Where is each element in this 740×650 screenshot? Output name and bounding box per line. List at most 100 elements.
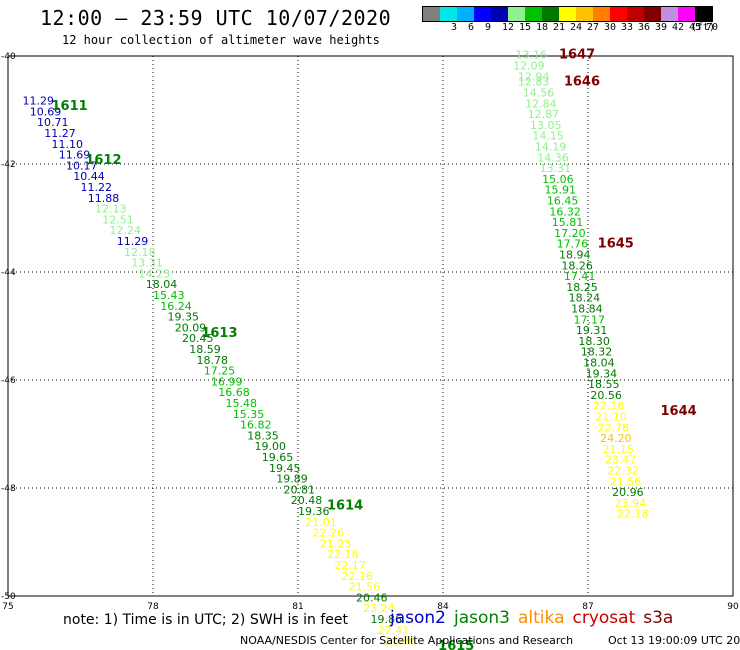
wave-height-point: 11.10: [52, 138, 84, 151]
wave-height-point: 20.45: [182, 332, 214, 345]
wave-height-point: 17.25: [204, 365, 236, 378]
color-scale-swatch: [627, 7, 644, 21]
wave-height-point: 12.83: [518, 76, 550, 89]
x-tick-label: 90: [727, 602, 739, 612]
wave-height-point: 19.45: [269, 462, 301, 475]
color-scale-label: 70: [706, 22, 719, 33]
pass-time-label: 1614: [327, 499, 363, 514]
color-scale-label: 42: [672, 22, 685, 33]
color-scale-unit: (ft): [691, 22, 716, 33]
wave-height-point: 18.04: [583, 357, 615, 370]
generation-timestamp: Oct 13 19:00:09 UTC 2020: [608, 634, 740, 647]
wave-height-point: 21.56: [610, 475, 642, 488]
wave-height-point: 12.13: [95, 203, 127, 216]
pass-time-label: 1646: [564, 75, 600, 90]
color-scale-swatch: [610, 7, 627, 21]
wave-height-point: 11.27: [44, 127, 76, 140]
wave-height-point: 12.94: [518, 70, 550, 83]
wave-height-point: 11.69: [59, 149, 91, 162]
wave-height-point: 22.17: [334, 559, 366, 572]
wave-height-point: 19.36: [298, 505, 330, 518]
wave-height-point: 13.31: [131, 257, 163, 270]
wave-height-point: 23.94: [615, 497, 647, 510]
wave-height-point: 20.96: [612, 486, 644, 499]
color-scale-labels: 3 6 9 12 15 18 21 24 27 30 33 36 39 42 45 70 (ft): [422, 22, 732, 36]
wave-height-point: 22.32: [607, 465, 639, 478]
wave-height-point: 10.69: [30, 105, 62, 118]
wave-height-point: 17.17: [574, 313, 606, 326]
wave-height-point: 19.89: [276, 473, 308, 486]
pass-time-label: 1615: [438, 639, 474, 650]
pass-time-label: 1647: [559, 48, 595, 63]
wave-height-point: 11.22: [81, 181, 113, 194]
y-tick-label: -50: [1, 592, 16, 602]
wave-height-point: 18.04: [146, 278, 178, 291]
wave-height-point: 14.56: [523, 87, 555, 100]
wave-height-point: 18.30: [578, 335, 610, 348]
wave-height-point: 12.84: [525, 97, 557, 110]
color-scale-label: 3: [451, 22, 458, 33]
wave-height-point: 20.09: [175, 321, 207, 334]
wave-height-point: 15.43: [153, 289, 185, 302]
color-scale-swatch: [542, 7, 559, 21]
wave-height-point: 19.31: [576, 324, 608, 337]
color-scale-swatch: [423, 7, 440, 21]
color-scale-swatch: [474, 7, 491, 21]
color-scale-swatch: [440, 7, 457, 21]
satellite-legend-item: jason3: [454, 608, 510, 628]
wave-height-point: 15.91: [545, 184, 577, 197]
wave-height-point: 19.86: [371, 613, 403, 626]
color-scale-label: 12: [502, 22, 515, 33]
color-scale-swatch: [525, 7, 542, 21]
satellite-legend-item: s3a: [643, 608, 674, 628]
wave-height-point: 19.34: [586, 367, 618, 380]
wave-height-point: 22.18: [617, 508, 649, 521]
wave-height-point: 22.41: [378, 624, 410, 637]
wave-height-point: 22.16: [593, 400, 625, 413]
color-scale-label: 39: [655, 22, 668, 33]
wave-height-point: 12.24: [110, 224, 142, 237]
wave-height-point: 14.36: [537, 151, 569, 164]
pass-time-label: 1612: [85, 153, 121, 168]
wave-height-point: 18.26: [561, 259, 593, 272]
color-scale-swatch: [593, 7, 610, 21]
wave-height-point: 21.56: [349, 581, 381, 594]
color-scale-swatch: [644, 7, 661, 21]
wave-height-point: 14.15: [532, 130, 564, 143]
chart-title: 12:00 – 23:59 UTC 10/07/2020: [40, 6, 392, 30]
color-scale-label: 36: [638, 22, 651, 33]
y-tick-label: -44: [1, 268, 16, 278]
wave-height-point: 19.00: [255, 440, 287, 453]
wave-height-point: 17.76: [557, 238, 589, 251]
wave-height-point: 12.09: [513, 60, 545, 73]
x-tick-label: 81: [292, 602, 303, 612]
wave-height-point: 22.16: [342, 570, 374, 583]
wave-height-point: 17.20: [554, 227, 586, 240]
wave-height-point: 21.01: [305, 516, 337, 529]
color-scale-swatch: [576, 7, 593, 21]
wave-height-point: 18.84: [571, 303, 603, 316]
wave-height-point: 16.32: [549, 205, 581, 218]
color-scale-swatch: [508, 7, 525, 21]
wave-height-point: 11.88: [88, 192, 120, 205]
color-scale-swatch: [678, 7, 695, 21]
wave-height-point: 10.17: [66, 159, 98, 172]
color-scale-swatch: [559, 7, 576, 21]
wave-height-point: 17.41: [564, 270, 596, 283]
wave-height-point: 16.99: [211, 375, 243, 388]
y-tick-label: -48: [1, 484, 16, 494]
wave-height-point: 14.23: [139, 267, 171, 280]
wave-height-point: 22.26: [313, 527, 345, 540]
wave-height-point: 26.86: [385, 635, 417, 648]
color-scale-bar: [422, 6, 713, 22]
wave-height-point: 20.48: [291, 494, 323, 507]
wave-height-point: 23.47: [605, 454, 637, 467]
footer-note: note: 1) Time is in UTC; 2) SWH is in fe…: [63, 612, 349, 628]
wave-height-point: 18.35: [247, 429, 279, 442]
wave-height-point: 15.06: [542, 173, 574, 186]
wave-height-point: 21.15: [603, 443, 635, 456]
wave-height-point: 14.19: [535, 141, 567, 154]
color-scale-label: 9: [485, 22, 492, 33]
wave-height-point: 19.65: [262, 451, 294, 464]
wave-height-point: 20.81: [284, 483, 316, 496]
